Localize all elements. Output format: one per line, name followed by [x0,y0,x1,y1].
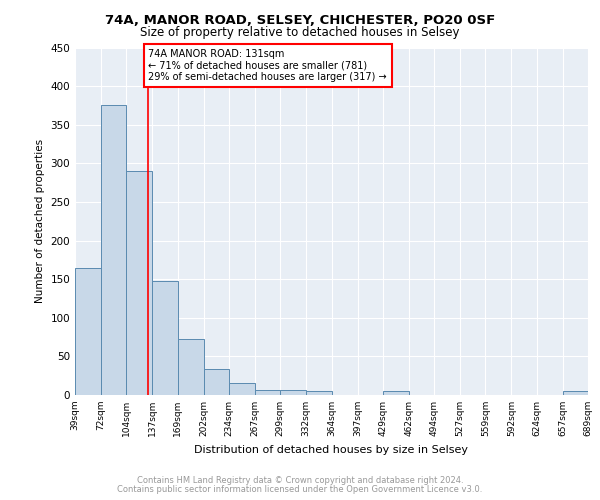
Bar [127,171,152,395]
Bar [255,390,280,395]
Text: 74A MANOR ROAD: 131sqm
← 71% of detached houses are smaller (781)
29% of semi-de: 74A MANOR ROAD: 131sqm ← 71% of detached… [148,49,387,82]
Bar [203,368,229,395]
Bar [280,390,306,395]
Y-axis label: Number of detached properties: Number of detached properties [35,139,45,304]
Bar [75,268,101,395]
Text: Contains HM Land Registry data © Crown copyright and database right 2024.: Contains HM Land Registry data © Crown c… [137,476,463,485]
Bar [563,391,588,395]
Bar [178,340,203,395]
X-axis label: Distribution of detached houses by size in Selsey: Distribution of detached houses by size … [194,444,469,454]
Bar [229,384,255,395]
Bar [101,106,127,395]
Bar [306,391,331,395]
Text: Contains public sector information licensed under the Open Government Licence v3: Contains public sector information licen… [118,485,482,494]
Text: Size of property relative to detached houses in Selsey: Size of property relative to detached ho… [140,26,460,39]
Text: 74A, MANOR ROAD, SELSEY, CHICHESTER, PO20 0SF: 74A, MANOR ROAD, SELSEY, CHICHESTER, PO2… [105,14,495,27]
Bar [383,391,409,395]
Bar [152,280,178,395]
